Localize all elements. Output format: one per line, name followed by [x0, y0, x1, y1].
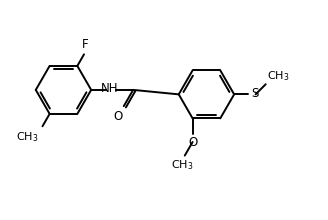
Text: S: S — [251, 87, 258, 100]
Text: F: F — [82, 38, 88, 51]
Text: O: O — [188, 136, 197, 149]
Text: CH$_3$: CH$_3$ — [171, 158, 194, 172]
Text: O: O — [114, 110, 123, 123]
Text: CH$_3$: CH$_3$ — [16, 130, 39, 144]
Text: NH: NH — [101, 82, 119, 95]
Text: CH$_3$: CH$_3$ — [267, 69, 290, 83]
